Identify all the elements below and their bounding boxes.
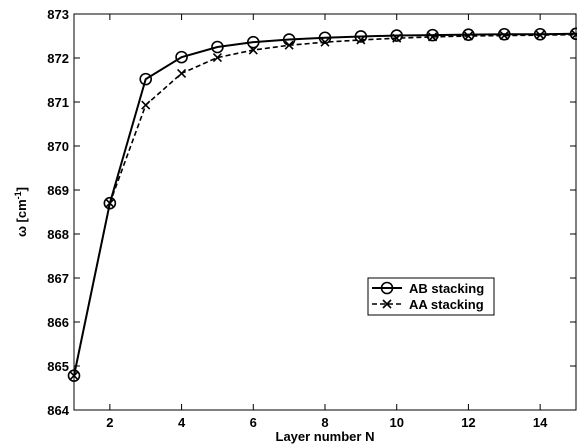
data-point-ab-stacking <box>354 30 368 43</box>
y-tick-label: 869 <box>47 183 69 198</box>
data-point-ab-stacking <box>139 72 153 86</box>
y-tick-label: 872 <box>47 51 69 66</box>
data-point-aa-stacking <box>177 68 187 78</box>
y-tick-label: 873 <box>47 7 69 22</box>
ticks-layer: 2 4 6 8 10 12 14 864 865 866 867 868 869 870 871 872 873 <box>47 7 576 430</box>
data-point-ab-stacking <box>103 196 117 210</box>
x-axis-title: Layer number N <box>276 429 375 444</box>
x-tick-label: 14 <box>533 415 548 430</box>
data-point-ab-stacking <box>533 27 547 41</box>
legend: AB stacking AA stacking <box>367 277 495 316</box>
data-point-aa-stacking <box>320 37 330 47</box>
data-point-aa-stacking <box>463 31 473 41</box>
data-point-aa-stacking <box>535 30 545 40</box>
data-point-ab-stacking <box>390 29 404 42</box>
data-point-aa-stacking <box>571 30 577 40</box>
data-point-ab-stacking <box>175 50 188 64</box>
data-point-aa-stacking <box>141 100 151 110</box>
y-tick-label: 871 <box>47 95 69 110</box>
legend-marker-x-icon <box>382 299 392 309</box>
series-line-ab-stacking <box>73 32 577 376</box>
legend-label-aa-stacking: AA stacking <box>409 297 484 312</box>
data-point-aa-stacking <box>284 40 294 50</box>
legend-item-ab-stacking: AB stacking <box>372 281 484 296</box>
x-tick-label: 4 <box>178 415 186 430</box>
x-tick-label: 12 <box>461 415 475 430</box>
legend-item-aa-stacking: AA stacking <box>372 297 484 312</box>
y-tick-label: 865 <box>47 359 69 374</box>
data-point-ab-stacking <box>462 28 475 41</box>
data-point-aa-stacking <box>499 30 509 41</box>
y-tick-label: 870 <box>47 139 69 154</box>
data-point-aa-stacking <box>105 198 115 208</box>
data-point-ab-stacking <box>497 27 511 41</box>
data-point-ab-stacking <box>569 27 577 41</box>
y-tick-label: 864 <box>47 403 69 418</box>
data-point-ab-stacking <box>67 369 81 382</box>
data-point-ab-stacking <box>246 35 260 49</box>
data-point-aa-stacking <box>428 32 438 42</box>
y-tick-label: 866 <box>47 315 69 330</box>
x-tick-label: 8 <box>321 415 328 430</box>
legend-marker-circle-icon <box>380 281 394 295</box>
y-axis-title-main: ω [cm <box>14 199 29 237</box>
legend-box <box>367 277 495 316</box>
y-axis-title-suffix: ] <box>14 187 29 191</box>
y-axis-title-superscript: -1 <box>13 191 23 199</box>
y-axis-title: ω [cm-1] <box>13 187 29 237</box>
data-point-aa-stacking <box>212 52 222 63</box>
data-point-aa-stacking <box>392 33 402 43</box>
y-tick-label: 867 <box>47 271 69 286</box>
legend-label-ab-stacking: AB stacking <box>409 281 484 296</box>
data-point-aa-stacking <box>248 45 258 55</box>
data-point-ab-stacking <box>426 28 439 42</box>
plot-area <box>73 13 577 411</box>
data-point-ab-stacking <box>211 40 224 54</box>
axes-frame <box>73 13 577 411</box>
x-tick-label: 10 <box>389 415 403 430</box>
x-tick-label: 2 <box>106 415 113 430</box>
data-point-aa-stacking <box>356 35 366 45</box>
series-layer <box>67 27 577 382</box>
series-aa-stacking <box>69 30 577 381</box>
y-tick-label: 868 <box>47 227 69 242</box>
data-point-aa-stacking <box>69 371 79 381</box>
series-ab-stacking <box>67 27 577 382</box>
x-tick-label: 6 <box>250 415 257 430</box>
